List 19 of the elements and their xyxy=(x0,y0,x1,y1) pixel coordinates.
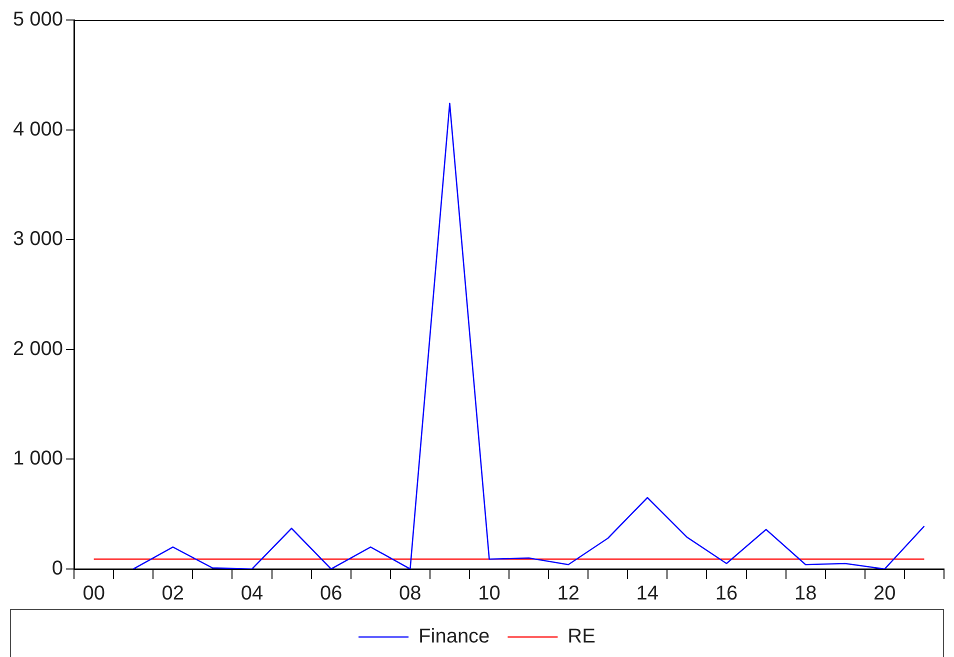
y-tick-label: 3 000 xyxy=(12,228,64,250)
x-tick-label: 02 xyxy=(162,582,184,605)
y-tick-label: 5 000 xyxy=(12,8,64,31)
x-tick-label: 08 xyxy=(399,582,422,605)
x-tick-label: 12 xyxy=(557,582,580,605)
y-tick-label: 4 000 xyxy=(12,118,64,140)
x-tick-label: 10 xyxy=(478,582,500,605)
x-tick-label: 16 xyxy=(715,582,738,605)
x-tick-label: 04 xyxy=(240,582,264,605)
y-tick-label: 0 xyxy=(52,558,64,580)
y-tick-label: 1 000 xyxy=(12,448,64,470)
x-tick-label: 14 xyxy=(636,582,659,605)
x-tick-label: 00 xyxy=(82,582,105,605)
x-tick-label: 06 xyxy=(320,582,342,605)
y-tick-label: 2 000 xyxy=(12,338,64,360)
x-tick-label: 20 xyxy=(874,582,896,605)
legend-label: RE xyxy=(568,626,596,648)
x-tick-label: 18 xyxy=(794,582,817,605)
legend-label: Finance xyxy=(418,626,490,648)
